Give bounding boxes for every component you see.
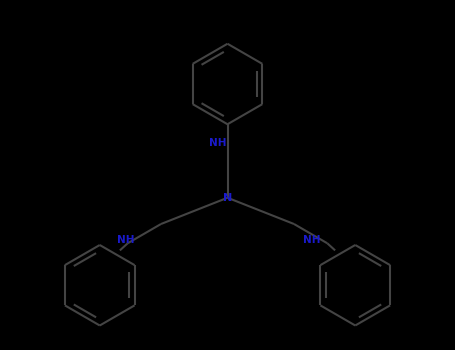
Text: NH: NH [209, 139, 227, 148]
Text: NH: NH [117, 236, 135, 245]
Text: NH: NH [303, 236, 320, 245]
Text: N: N [223, 193, 232, 203]
